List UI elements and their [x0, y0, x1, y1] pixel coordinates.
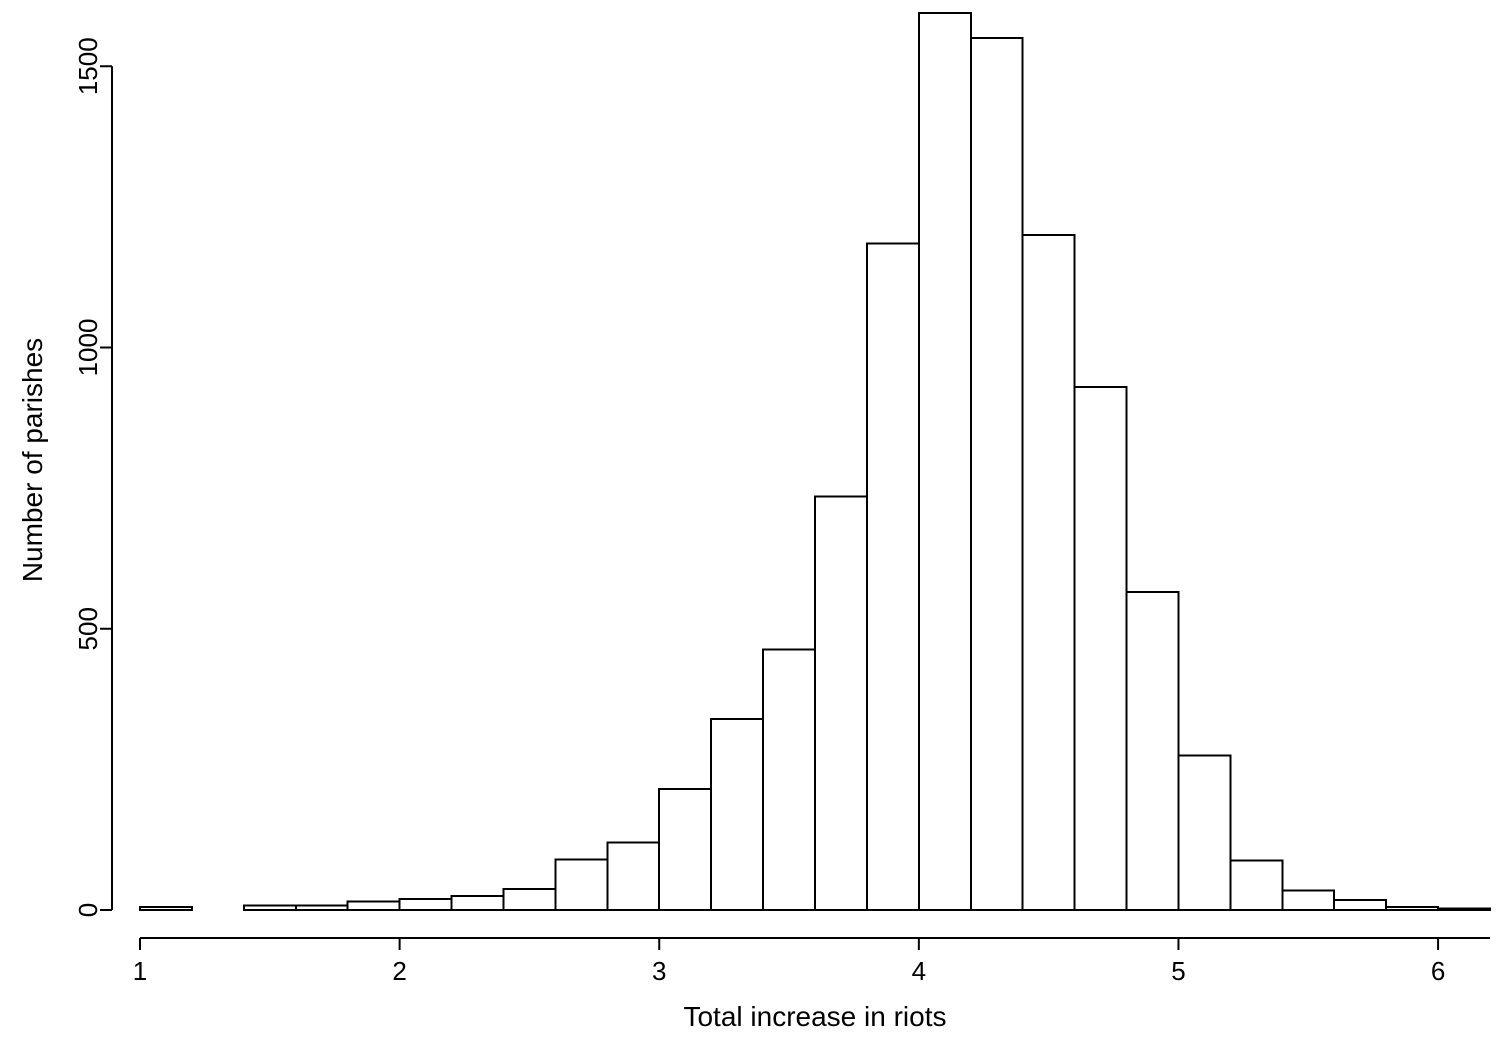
histogram-bar [1230, 861, 1282, 911]
histogram-bar [1075, 387, 1127, 910]
histogram-bar [140, 907, 192, 910]
histogram-bar [867, 243, 919, 910]
histogram-bar [1127, 592, 1179, 910]
histogram-bar [711, 719, 763, 910]
histogram-bar [1334, 900, 1386, 910]
y-tick-label: 500 [73, 607, 103, 650]
histogram-bar [452, 896, 504, 910]
y-tick-label: 0 [73, 903, 103, 917]
histogram-bar [971, 38, 1023, 910]
histogram-bar [1282, 890, 1334, 910]
histogram-bar [296, 906, 348, 911]
x-tick-label: 5 [1171, 956, 1185, 986]
chart-svg: 1 2 3 4 5 6 Total increase in riots 0 500 1000 150… [0, 0, 1500, 1046]
histogram-bar [244, 906, 296, 911]
histogram-bar [503, 889, 555, 910]
y-tick-label: 1000 [73, 319, 103, 377]
histogram-bar [555, 859, 607, 910]
y-tick-label: 1500 [73, 37, 103, 95]
x-tick-label: 2 [392, 956, 406, 986]
histogram-bar [1178, 755, 1230, 910]
histogram-bar [1438, 908, 1490, 910]
x-tick-label: 3 [652, 956, 666, 986]
x-tick-label: 6 [1431, 956, 1445, 986]
histogram-bar [815, 497, 867, 910]
histogram-bar [1023, 235, 1075, 910]
histogram-bar [348, 902, 400, 910]
x-tick-label: 4 [912, 956, 926, 986]
histogram-bar [400, 899, 452, 910]
histogram-bar [919, 13, 971, 910]
histogram-chart: 1 2 3 4 5 6 Total increase in riots 0 500 1000 150… [0, 0, 1500, 1046]
histogram-bar [1386, 907, 1438, 910]
histogram-bar [659, 789, 711, 910]
histogram-bar [763, 650, 815, 910]
y-axis-label: Number of parishes [17, 338, 48, 582]
x-tick-label: 1 [133, 956, 147, 986]
x-axis-label: Total increase in riots [683, 1001, 946, 1032]
histogram-bar [607, 843, 659, 911]
